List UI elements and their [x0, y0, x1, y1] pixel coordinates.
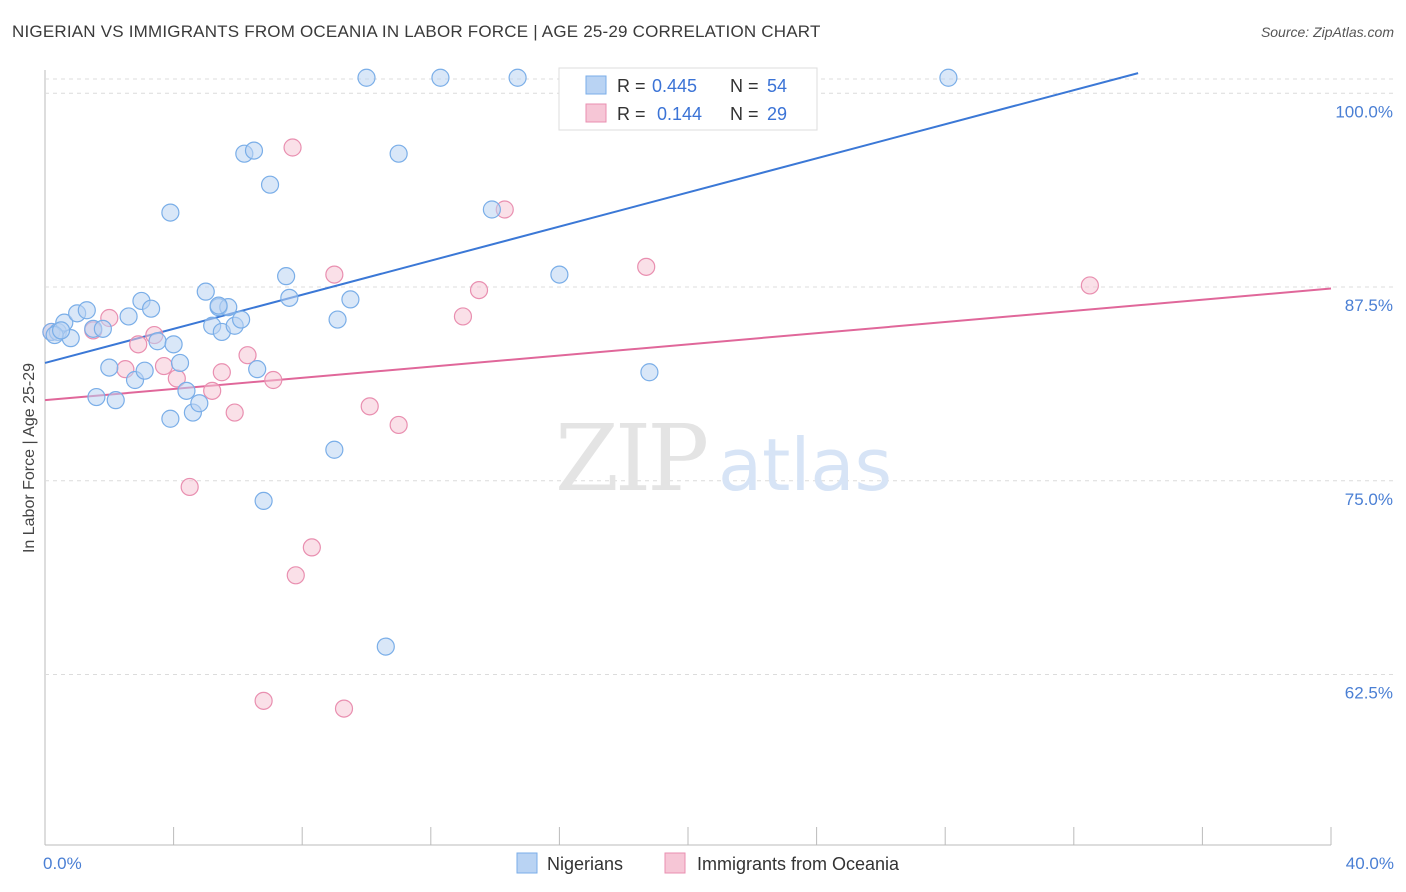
series-legend-swatch-nigerians [516, 852, 538, 874]
y-tick-label: 62.5% [1345, 684, 1393, 703]
stats-legend: R = 0.445 N = 54 R = 0.144 N = 29 [558, 67, 818, 131]
point-oceania [154, 356, 174, 376]
point-oceania [283, 138, 302, 157]
legend-n-label-2: N = [730, 104, 759, 124]
point-nigerians [190, 394, 209, 413]
watermark-zip: ZIP [555, 405, 706, 512]
point-oceania [203, 381, 222, 400]
legend-n-label-1: N = [730, 76, 759, 96]
series-legend-label-oceania: Immigrants from Oceania [697, 854, 900, 874]
point-nigerians [244, 141, 264, 160]
y-tick-label: 87.5% [1345, 296, 1393, 315]
point-oceania [334, 699, 354, 718]
point-nigerians [939, 68, 958, 87]
point-nigerians [106, 391, 125, 410]
legend-swatch-oceania [585, 103, 607, 123]
point-oceania [254, 691, 273, 710]
point-nigerians [248, 360, 267, 379]
legend-n-value-2: 29 [767, 104, 787, 124]
point-oceania [129, 335, 148, 354]
point-nigerians [170, 353, 190, 373]
point-oceania [325, 265, 344, 284]
point-oceania [389, 415, 408, 435]
point-nigerians [640, 363, 659, 382]
point-nigerians [325, 440, 344, 459]
point-nigerians [135, 361, 154, 380]
point-nigerians [196, 282, 215, 301]
point-oceania [453, 307, 473, 326]
source-label: Source: ZipAtlas.com [1260, 24, 1394, 40]
point-nigerians [482, 200, 501, 219]
point-nigerians [177, 381, 196, 400]
point-nigerians [209, 296, 228, 315]
series-legend: Nigerians Immigrants from Oceania [516, 852, 900, 874]
y-tick-label: 75.0% [1345, 490, 1393, 509]
point-nigerians [51, 321, 71, 340]
x-ticks [44, 827, 1332, 845]
point-nigerians [341, 290, 360, 309]
point-nigerians [100, 358, 119, 377]
series-legend-label-nigerians: Nigerians [547, 854, 623, 874]
y-tick-labels: 62.5% 75.0% 87.5% 100.0% [1335, 102, 1393, 702]
point-nigerians [550, 265, 569, 284]
point-nigerians [357, 68, 376, 87]
legend-r-value-2: 0.144 [657, 104, 702, 124]
point-oceania [238, 346, 257, 365]
point-nigerians [93, 319, 112, 338]
y-axis-label: In Labor Force | Age 25-29 [21, 363, 38, 553]
point-oceania [360, 397, 379, 416]
trend-line-oceania [44, 287, 1332, 402]
point-nigerians [232, 310, 251, 329]
point-oceania [225, 403, 244, 422]
point-nigerians [87, 387, 106, 407]
point-nigerians [328, 310, 347, 329]
point-oceania [469, 281, 489, 300]
point-oceania [180, 477, 199, 497]
point-oceania [212, 363, 231, 382]
point-nigerians [260, 175, 280, 194]
watermark-atlas: atlas [718, 423, 892, 507]
point-nigerians [141, 299, 161, 318]
point-oceania [302, 538, 321, 557]
x-tick-label-max: 40.0% [1346, 854, 1394, 873]
legend-swatch-nigerians [585, 75, 607, 95]
point-nigerians [389, 144, 408, 163]
point-nigerians [119, 307, 138, 326]
series-legend-swatch-oceania [664, 852, 686, 874]
point-nigerians [161, 203, 180, 222]
point-oceania [286, 566, 305, 585]
point-nigerians [280, 288, 299, 307]
legend-r-label-2: R = [617, 104, 646, 124]
point-nigerians [277, 267, 296, 286]
point-nigerians [376, 637, 395, 656]
point-nigerians [508, 68, 527, 87]
point-nigerians [77, 301, 96, 320]
point-nigerians [148, 332, 167, 351]
point-oceania [264, 370, 283, 390]
x-tick-label-min: 0.0% [43, 854, 82, 873]
legend-r-value-1: 0.445 [652, 76, 697, 96]
scatter-points [42, 68, 1099, 718]
gridlines [45, 78, 1394, 675]
point-oceania [637, 257, 656, 276]
legend-n-value-1: 54 [767, 76, 787, 96]
point-nigerians [254, 491, 273, 510]
point-oceania [1080, 276, 1099, 295]
point-nigerians [164, 335, 183, 354]
legend-r-label-1: R = [617, 76, 646, 96]
y-tick-label: 100.0% [1335, 102, 1393, 121]
point-nigerians [431, 68, 450, 87]
chart-title: NIGERIAN VS IMMIGRANTS FROM OCEANIA IN L… [12, 22, 821, 41]
point-nigerians [161, 409, 180, 428]
